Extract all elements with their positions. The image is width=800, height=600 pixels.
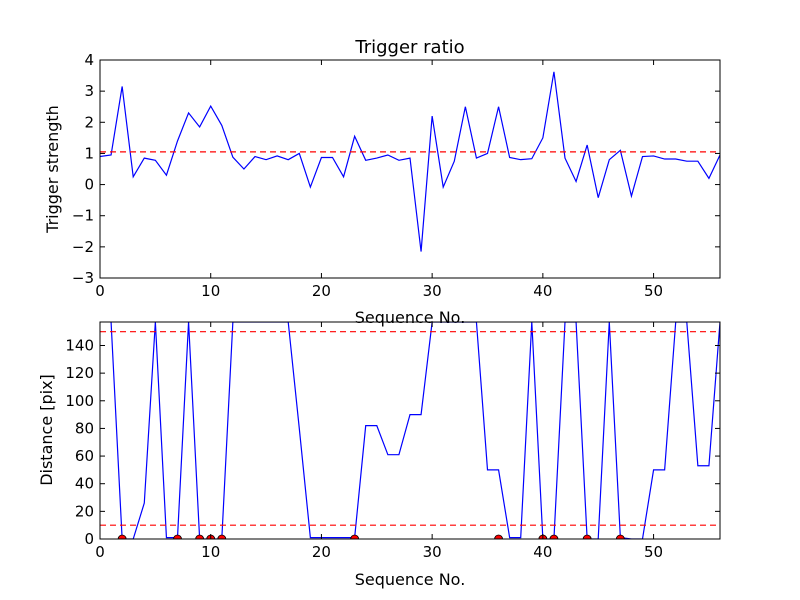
- y-tick-label: 0: [84, 530, 94, 548]
- data-point: [350, 534, 360, 539]
- x-axis-label: Sequence No.: [355, 308, 466, 327]
- y-tick-label: 40: [75, 475, 94, 493]
- y-axis-label: Distance [pix]: [37, 374, 56, 486]
- x-tick-label: 20: [312, 282, 331, 300]
- distance-ticks: 0 10 20 30 40 50 0 20 40 60 80 100 120 140: [65, 322, 720, 561]
- y-tick-label: 140: [65, 336, 94, 354]
- data-point: [494, 534, 503, 539]
- y-tick-label: 4: [84, 51, 94, 69]
- x-tick-label: 0: [95, 282, 105, 300]
- y-tick-label: 120: [65, 364, 94, 382]
- distance-marks: [100, 322, 720, 539]
- x-tick-label: 30: [423, 282, 442, 300]
- trigger-ratio-ticks: 0 10 20 30 40 50 −3 −2 −1 0 1 2 3 4: [72, 51, 720, 300]
- y-tick-label: 100: [65, 392, 94, 410]
- y-tick-label: −1: [72, 207, 94, 225]
- distance-chart: 0 10 20 30 40 50 0 20 40 60 80 100 120 140 Sequence N…: [37, 321, 721, 589]
- plot-frame: [99, 59, 721, 279]
- x-tick-label: 0: [95, 543, 105, 561]
- y-tick-label: 60: [75, 447, 94, 465]
- x-tick-label: 50: [644, 543, 663, 561]
- x-tick-label: 20: [312, 543, 331, 561]
- trigger-ratio-marks: [100, 71, 720, 252]
- y-tick-label: 20: [75, 502, 94, 520]
- y-tick-label: 2: [84, 113, 94, 131]
- x-tick-label: 10: [201, 543, 220, 561]
- y-tick-label: −3: [72, 269, 94, 287]
- x-tick-label: 50: [644, 282, 663, 300]
- x-tick-label: 40: [533, 282, 552, 300]
- x-tick-label: 10: [201, 282, 220, 300]
- plot-frame: [99, 321, 721, 540]
- data-point: [615, 534, 625, 539]
- y-axis-label: Trigger strength: [43, 105, 62, 234]
- y-tick-label: 0: [84, 176, 94, 194]
- data-point: [173, 534, 182, 539]
- y-tick-label: 80: [75, 419, 94, 437]
- data-point: [582, 534, 592, 539]
- data-point: [549, 534, 559, 539]
- y-tick-label: 3: [84, 82, 94, 100]
- y-tick-label: −2: [72, 238, 94, 256]
- x-axis-label: Sequence No.: [355, 570, 466, 589]
- chart-title: Trigger ratio: [354, 37, 464, 58]
- data-point: [217, 534, 227, 539]
- x-tick-label: 30: [423, 543, 442, 561]
- data-point: [117, 534, 127, 539]
- data-point: [195, 534, 205, 539]
- x-tick-label: 40: [533, 543, 552, 561]
- series-line: [100, 71, 720, 252]
- y-tick-label: 1: [84, 144, 94, 162]
